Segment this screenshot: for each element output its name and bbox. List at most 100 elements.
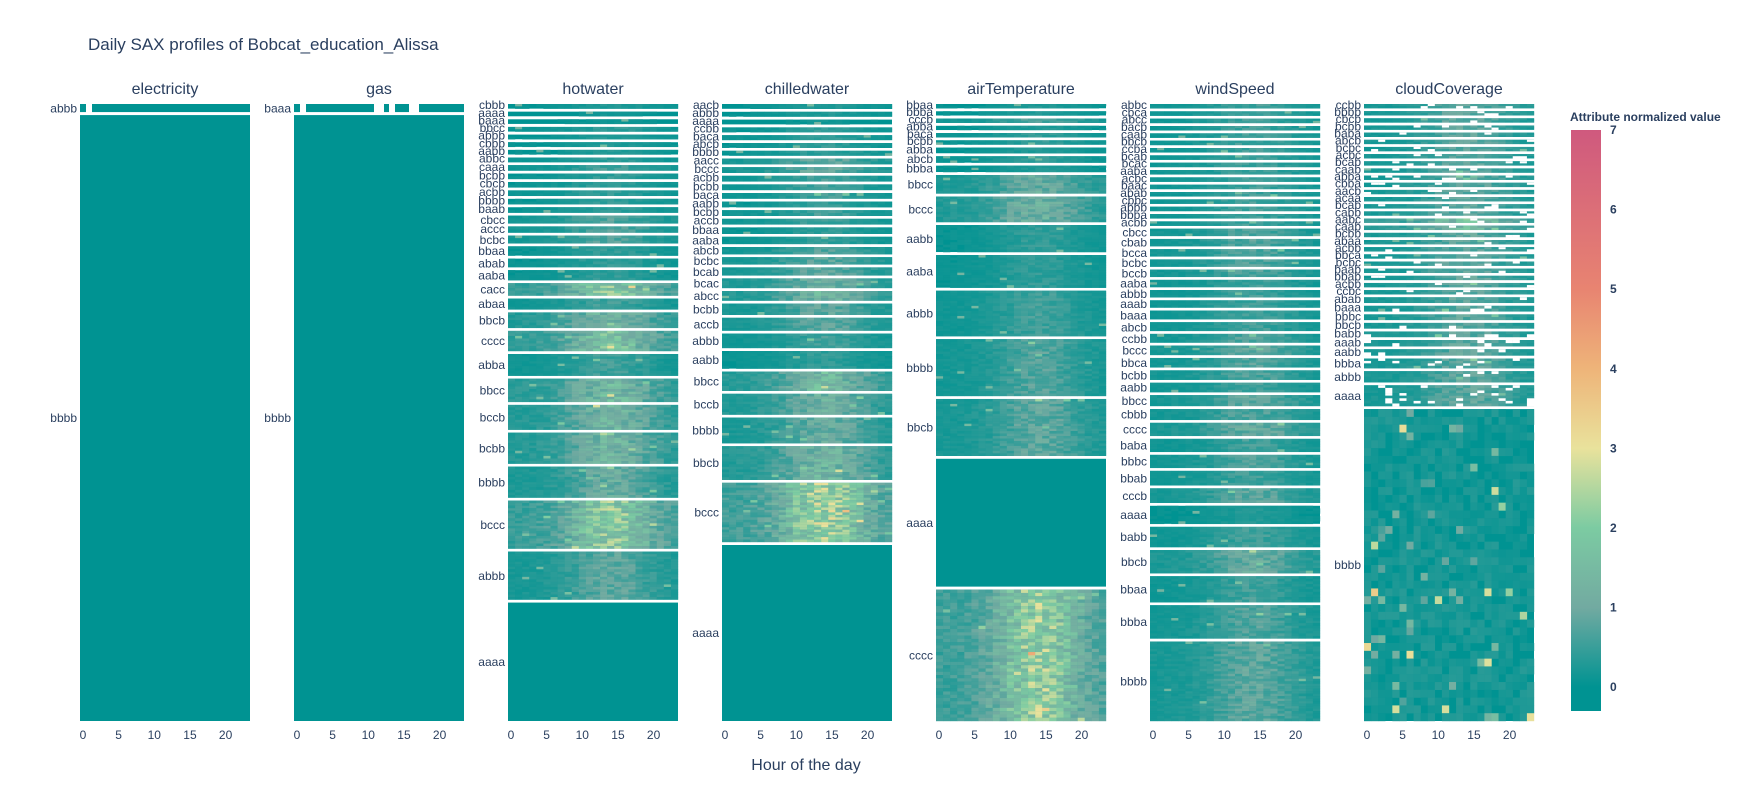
heat-cell [607,114,614,117]
heat-cell [821,278,828,281]
heat-cell [628,405,635,408]
heat-cell [664,417,671,420]
heat-cell [558,399,565,402]
heat-cell [607,435,614,438]
heat-cell [607,182,614,185]
heat-cell [529,264,536,267]
heat-cell [543,477,550,480]
heat-cell [650,210,657,213]
heat-cell [650,541,657,544]
heat-cell [671,427,678,430]
heat-cell [607,331,614,334]
heat-cell [572,386,579,389]
heat-cell [551,320,558,323]
heat-cell [621,241,628,244]
heat-cell [614,193,621,196]
heat-cell [772,127,779,130]
heat-cell [885,273,892,276]
heat-cell [536,482,543,485]
heat-cell [743,239,750,242]
heat-cell [607,397,614,400]
heat-cell [779,170,786,173]
heat-cell [565,210,572,213]
heat-cell [558,127,565,130]
heat-cell [664,389,671,392]
heat-cell [636,461,643,464]
heat-cell [628,490,635,493]
heat-cell [614,567,621,570]
heat-cell [586,592,593,595]
heat-cell [607,185,614,188]
heat-cell [586,293,593,296]
heat-cell [607,523,614,526]
heat-cell [558,356,565,359]
heat-cell [671,251,678,254]
heat-cell [743,127,750,130]
heat-cell [657,152,664,155]
heat-cell [628,582,635,585]
heat-cell [736,278,743,281]
heat-cell [536,474,543,477]
heat-cell [743,153,750,156]
heat-cell [543,273,550,276]
heat-cell [614,392,621,395]
heat-cell [885,130,892,133]
heat-cell [572,523,579,526]
heat-cell [536,511,543,514]
heat-cell [551,356,558,359]
heat-cell [558,523,565,526]
heat-cell [586,325,593,328]
heat-cell [558,420,565,423]
heat-cell [765,138,772,141]
heat-cell [743,232,750,234]
heat-cell [650,301,657,304]
heat-cell [515,435,522,438]
heat-cell [593,492,600,495]
heat-cell [522,168,529,171]
heat-cell [835,130,842,133]
heat-cell [779,239,786,242]
heat-cell [593,482,600,485]
heat-cell [593,564,600,567]
heat-cell [786,202,793,205]
heat-cell [508,492,515,495]
heat-cell [650,474,657,477]
heat-cell [614,361,621,364]
heat-cell [572,577,579,580]
heat-cell [572,366,579,369]
heat-cell [636,270,643,273]
heat-cell [628,122,635,125]
heat-cell [508,506,515,509]
heat-cell [772,153,779,156]
heat-cell [529,492,536,495]
heat-cell [508,202,515,205]
heat-cell [572,559,579,562]
heat-cell [871,193,878,196]
heat-cell [586,112,593,115]
heat-cell [621,286,628,289]
heat-cell [536,516,543,519]
heat-cell [621,412,628,415]
heat-cell [551,399,558,402]
heat-cell [800,273,807,276]
heat-cell [786,227,793,229]
heat-cell [607,513,614,516]
heat-cell [543,158,550,161]
heat-cell [636,346,643,349]
heat-cell [565,407,572,410]
heat-cell [736,213,743,216]
heat-cell [508,137,515,140]
heat-cell [850,143,857,146]
heat-cell [572,417,579,420]
heat-cell [636,275,643,278]
heat-cell [765,257,772,260]
heat-cell [871,187,878,190]
heat-cell [857,104,864,107]
heat-cell [614,270,621,273]
heat-cell [636,307,643,310]
heat-cell [643,349,650,352]
heat-cell [551,518,558,521]
heat-cell [593,273,600,276]
heat-cell [551,559,558,562]
heat-cell [529,511,536,514]
